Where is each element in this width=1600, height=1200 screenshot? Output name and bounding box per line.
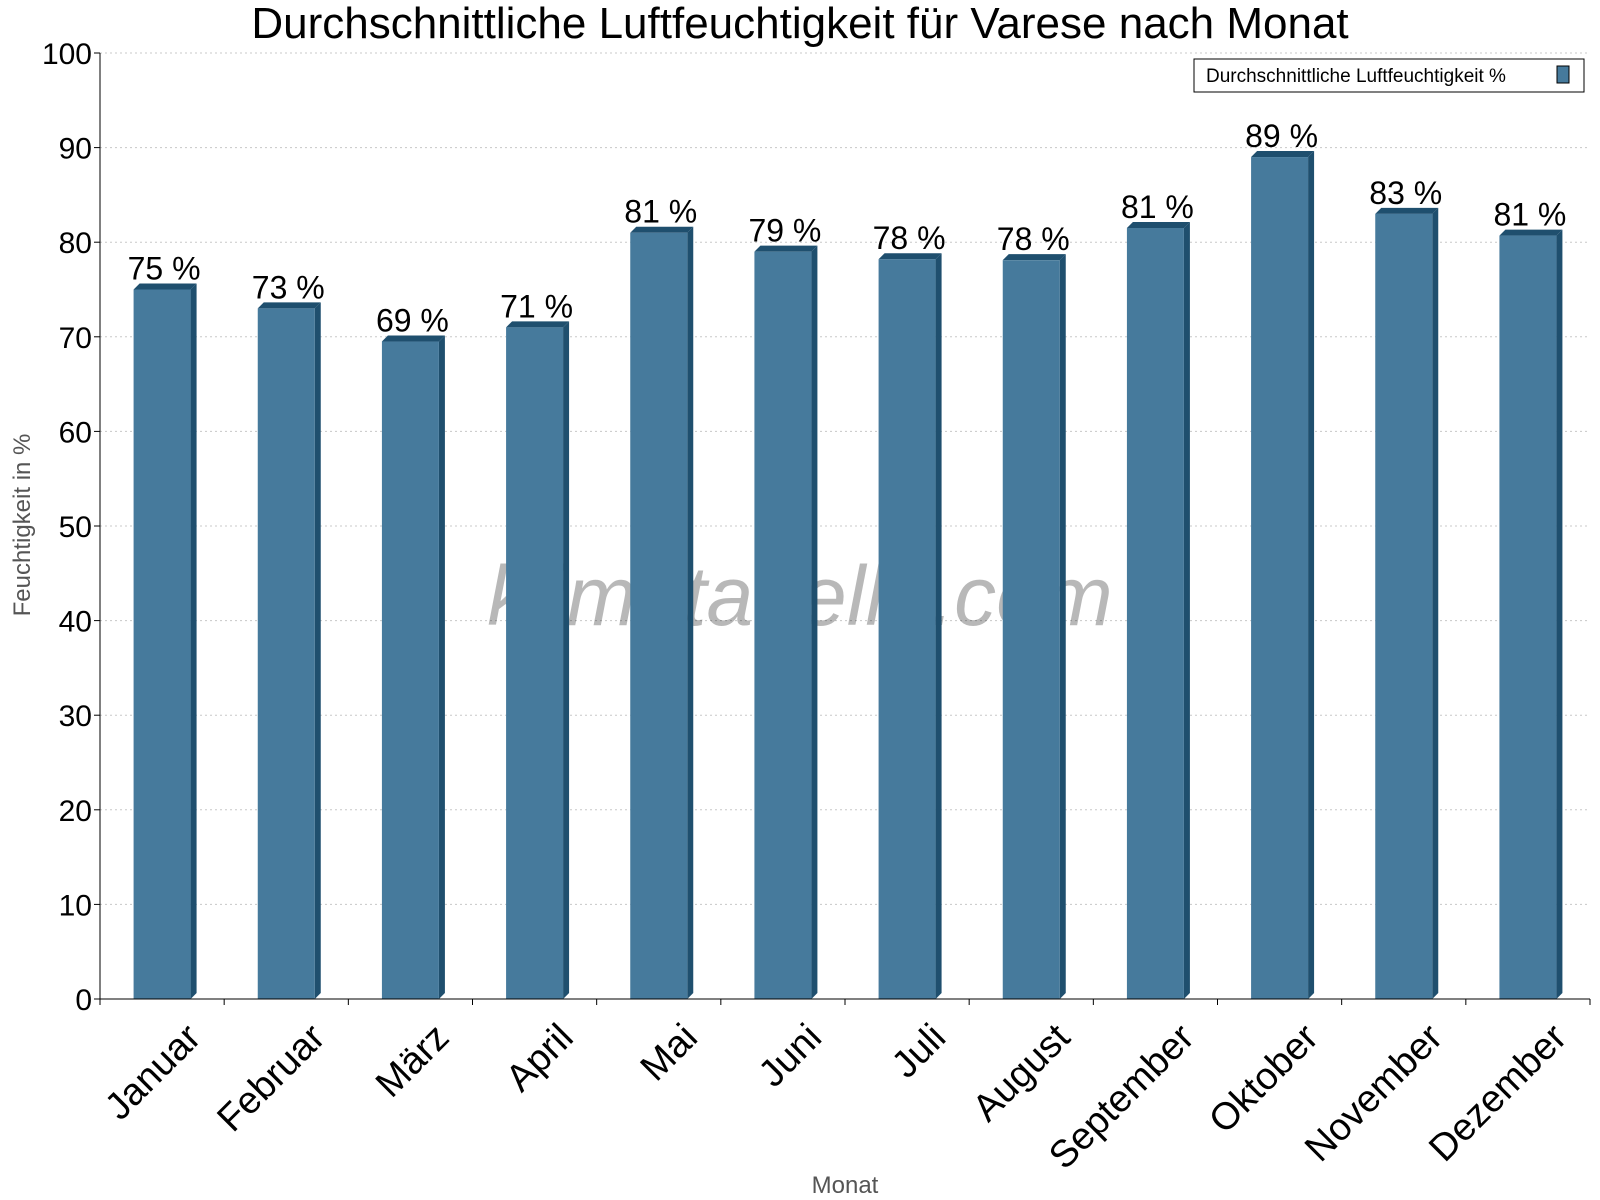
bar-top <box>1251 151 1315 158</box>
x-tick-label: Januar <box>97 1016 209 1128</box>
bar-top <box>878 253 942 260</box>
data-label: 78 % <box>873 220 946 256</box>
bar-september <box>1126 222 1190 999</box>
bar-top <box>630 226 694 233</box>
bar-side <box>687 226 694 1000</box>
y-tick-label: 20 <box>59 795 92 828</box>
y-tick-label: 60 <box>59 416 92 449</box>
data-label: 83 % <box>1369 175 1442 211</box>
bar-februar <box>257 302 321 999</box>
bar-top <box>754 245 818 252</box>
legend-box <box>1193 58 1585 93</box>
bar-august <box>1002 254 1066 999</box>
data-label: 73 % <box>252 269 325 305</box>
x-tick-label: Dezember <box>1421 1016 1575 1170</box>
bar-front <box>630 232 688 1000</box>
bar-front <box>1002 260 1060 999</box>
bar-side <box>1183 222 1190 999</box>
y-tick-label: 40 <box>59 606 92 639</box>
data-label: 89 % <box>1245 118 1318 154</box>
bar-front <box>1126 228 1184 999</box>
x-tick-label: April <box>498 1016 581 1099</box>
y-tick-label: 90 <box>59 133 92 166</box>
bar-side <box>563 321 570 1000</box>
data-label: 81 % <box>1121 189 1194 225</box>
y-tick-label: 30 <box>59 700 92 733</box>
x-tick-label: Oktober <box>1201 1016 1327 1142</box>
y-tick-label: 50 <box>59 511 92 544</box>
axes <box>94 52 1591 1005</box>
y-axis-label: Feuchtigkeit in % <box>9 434 36 617</box>
y-tick-label: 100 <box>42 38 92 71</box>
bar-side <box>935 253 942 999</box>
bar-side <box>1432 207 1439 999</box>
bar-front <box>878 259 936 999</box>
y-tick-label: 10 <box>59 889 92 922</box>
y-tick-labels: 0 10 20 30 40 50 60 70 80 90 100 <box>42 38 92 1017</box>
bar-side <box>1308 151 1315 999</box>
bar-top <box>1126 222 1190 229</box>
bar-front <box>754 251 812 999</box>
x-tick-label: Februar <box>209 1016 333 1140</box>
y-tick-label: 80 <box>59 227 92 260</box>
bar-märz <box>381 335 445 999</box>
bar-front <box>1499 235 1557 999</box>
x-tick-label: Juli <box>884 1016 954 1086</box>
bar-top <box>506 321 570 328</box>
legend-series-label: Durchschnittliche Luftfeuchtigkeit % <box>1206 66 1506 87</box>
chart-title: Durchschnittliche Luftfeuchtigkeit für V… <box>251 0 1348 48</box>
data-label: 69 % <box>376 303 449 339</box>
bar-dezember <box>1499 229 1563 999</box>
data-labels: 75 % 73 % 69 % 71 % 81 % 79 % 78 % 78 % 81 % 89 %… <box>128 118 1567 338</box>
bar-front <box>257 308 315 999</box>
bar-side <box>190 283 197 999</box>
legend-swatch <box>1556 65 1570 84</box>
bar-side <box>1556 229 1563 999</box>
x-tick-labels: Januar Februar März April Mai Juni Juli AugustS… <box>97 1016 1575 1177</box>
bar-side <box>811 245 818 999</box>
bar-top <box>1002 254 1066 261</box>
bar-mai <box>630 226 694 1000</box>
bar-top <box>1375 207 1439 214</box>
x-tick-label: Juni <box>751 1016 830 1095</box>
bars <box>133 151 1563 1000</box>
bar-top <box>133 283 197 290</box>
x-tick-label: August <box>965 1016 1079 1130</box>
data-label: 75 % <box>128 251 201 287</box>
data-label: 78 % <box>997 221 1070 257</box>
data-label: 71 % <box>500 288 573 324</box>
bar-side <box>1059 254 1066 999</box>
bar-side <box>438 335 445 999</box>
data-label: 79 % <box>748 213 821 249</box>
bar-januar <box>133 283 197 999</box>
x-tick-label: Mai <box>633 1016 706 1089</box>
x-axis-label: Monat <box>812 1172 879 1199</box>
data-label: 81 % <box>1493 197 1566 233</box>
bar-juni <box>754 245 818 999</box>
bar-front <box>133 289 191 999</box>
bar-side <box>314 302 321 999</box>
bar-top <box>381 335 445 342</box>
gridlines <box>100 52 1590 905</box>
bar-front <box>1251 157 1309 999</box>
y-tick-label: 0 <box>75 984 92 1017</box>
bar-top <box>1499 229 1563 236</box>
bar-november <box>1375 207 1439 999</box>
bar-front <box>381 341 439 999</box>
data-label: 81 % <box>624 194 697 230</box>
bar-front <box>1375 213 1433 999</box>
bar-front <box>506 327 564 1000</box>
x-tick-label: März <box>368 1016 457 1105</box>
bar-oktober <box>1251 151 1315 999</box>
bar-april <box>506 321 570 1000</box>
bar-top <box>257 302 321 309</box>
bar-juli <box>878 253 942 999</box>
legend: Durchschnittliche Luftfeuchtigkeit % <box>1193 58 1585 93</box>
y-tick-label: 70 <box>59 322 92 355</box>
